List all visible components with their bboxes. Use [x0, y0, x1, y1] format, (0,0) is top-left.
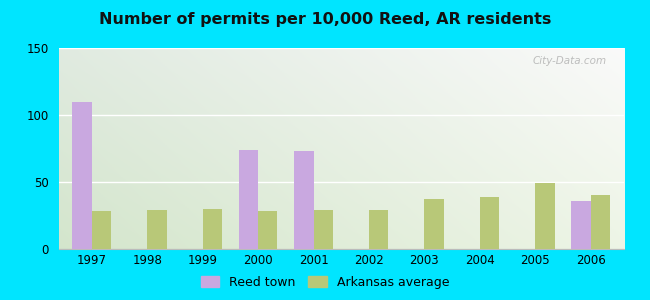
Bar: [72, 102, 92, 249]
Bar: [480, 197, 499, 249]
Bar: [369, 210, 389, 249]
Bar: [92, 212, 111, 249]
Bar: [571, 201, 591, 249]
Bar: [424, 200, 444, 249]
Bar: [591, 195, 610, 249]
Bar: [536, 183, 554, 249]
Bar: [239, 150, 258, 249]
Bar: [258, 212, 278, 249]
Text: City-Data.com: City-Data.com: [533, 56, 607, 66]
Text: Number of permits per 10,000 Reed, AR residents: Number of permits per 10,000 Reed, AR re…: [99, 12, 551, 27]
Bar: [203, 209, 222, 249]
Bar: [147, 210, 166, 249]
Legend: Reed town, Arkansas average: Reed town, Arkansas average: [196, 271, 454, 294]
Bar: [294, 151, 313, 249]
Bar: [313, 210, 333, 249]
